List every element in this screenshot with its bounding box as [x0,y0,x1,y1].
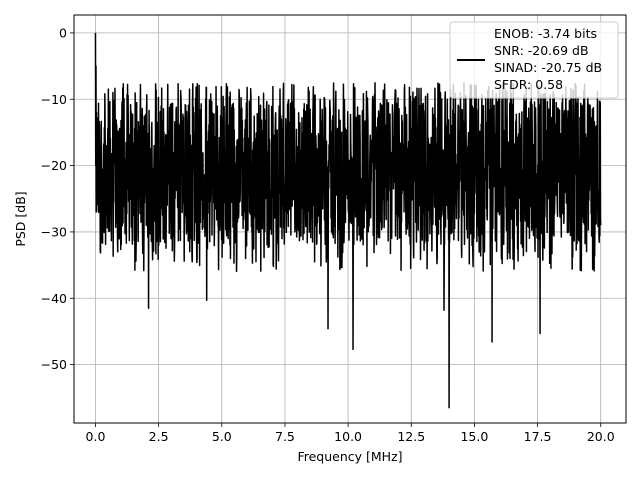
x-tick-label: 12.5 [397,429,425,444]
y-tick-label: −40 [41,291,67,306]
axis-ticks: 0.0 2.5 5.0 7.5 10.0 12.5 15.0 17.5 20.0 0 −10 −20 −… [41,25,615,444]
y-tick-label: −20 [41,158,67,173]
x-tick-label: 2.5 [149,429,169,444]
x-tick-label: 7.5 [275,429,295,444]
x-tick-label: 5.0 [212,429,232,444]
x-tick-label: 0.0 [86,429,106,444]
x-tick-label: 10.0 [334,429,362,444]
x-tick-label: 15.0 [460,429,488,444]
y-axis-label: PSD [dB] [13,191,28,246]
psd-series-line [94,32,602,409]
x-tick-label: 17.5 [524,429,552,444]
x-axis-label: Frequency [MHz] [297,449,402,464]
plot-area [94,32,602,409]
y-tick-label: −50 [41,357,67,372]
legend-sfdr-text: SFDR: 0.58 [494,77,563,92]
y-tick-label: −30 [41,224,67,239]
legend: ENOB: -3.74 bits SNR: -20.69 dB SINAD: -… [449,21,619,99]
axes-frame [73,14,627,424]
legend-enob-text: ENOB: -3.74 bits [494,26,597,41]
y-tick-label: 0 [59,25,67,40]
legend-sinad-text: SINAD: -20.75 dB [494,60,602,75]
legend-box [449,21,619,99]
legend-snr-text: SNR: -20.69 dB [494,43,589,58]
y-tick-label: −10 [41,92,67,107]
x-tick-label: 20.0 [587,429,615,444]
